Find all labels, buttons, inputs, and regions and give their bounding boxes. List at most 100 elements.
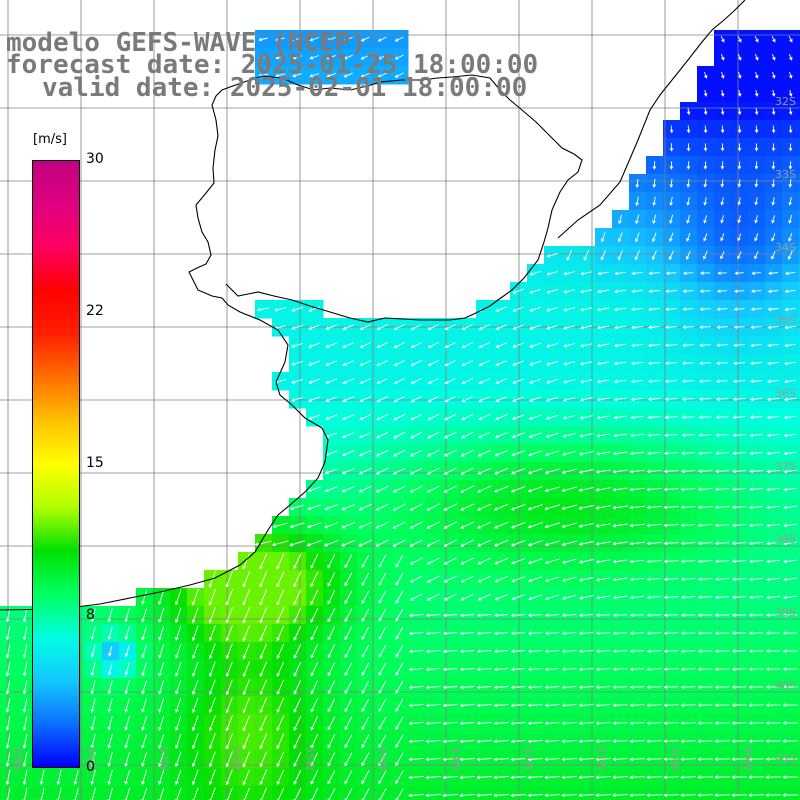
wind-arrow [731,793,747,797]
wind-arrow [597,325,610,330]
wind-arrow [527,775,543,780]
wind-arrow [680,559,696,564]
wind-arrow [493,649,509,654]
wind-arrow [665,307,677,312]
wind-arrow [731,595,747,600]
wind-arrow [358,467,372,475]
wind-arrow [225,697,233,714]
wind-arrow [546,342,559,348]
wind-arrow [731,505,747,510]
wind-arrow [697,595,713,600]
wind-arrow [308,360,321,366]
wind-speed-cell [697,786,715,800]
wind-arrow [493,667,509,672]
wind-arrow [90,608,96,623]
wind-arrow [493,757,509,762]
wind-arrow [765,757,781,761]
wind-arrow [578,577,594,582]
wind-arrow [510,793,526,798]
wind-arrow [476,613,492,618]
wind-arrow [703,161,708,170]
wind-arrow [493,775,509,780]
wind-arrow [495,396,508,403]
wind-arrow [191,625,199,642]
wind-arrow [307,486,321,493]
wind-arrow [90,644,96,658]
wind-arrow [511,558,526,565]
wind-arrow [291,306,304,312]
wind-arrow [310,733,319,749]
wind-arrow [578,451,594,456]
wind-arrow [663,577,679,582]
wind-arrow [527,468,543,475]
wind-arrow [566,249,573,261]
wind-arrow [699,325,711,330]
wind-arrow [358,521,372,529]
wind-arrow [613,361,627,366]
wind-arrow [376,396,388,403]
wind-arrow [527,522,543,529]
wind-arrow [561,739,577,744]
wind-arrow [5,644,11,659]
wind-arrow [737,161,742,170]
wind-arrow [375,521,389,529]
wind-arrow [476,757,492,762]
wind-arrow [459,775,475,780]
wind-arrow [22,715,28,731]
wind-arrow [750,307,762,312]
wind-arrow [714,667,730,671]
wind-arrow [459,757,475,762]
wind-arrow [361,716,370,731]
wind-arrow [561,649,577,654]
wind-arrow [124,645,130,658]
wind-arrow [392,449,406,457]
wind-arrow [476,721,492,726]
wind-arrow [225,733,233,750]
wind-arrow [293,697,302,713]
wind-arrow [191,733,199,750]
wind-arrow [767,361,780,366]
wind-arrow [629,739,645,744]
wind-arrow [512,396,525,402]
wind-arrow [460,539,475,547]
wind-arrow [663,559,679,564]
wind-arrow [141,769,148,785]
wind-arrow [460,431,474,439]
wind-arrow [580,271,592,276]
wind-arrow [308,342,321,348]
wind-arrow [787,250,793,260]
wind-arrow [476,775,492,780]
wind-arrow [748,739,764,743]
wind-arrow [395,698,404,712]
wind-arrow [578,469,594,474]
wind-arrow [494,449,508,457]
wind-arrow [242,661,250,678]
wind-arrow [563,325,576,330]
wind-arrow [327,589,336,605]
wind-arrow [716,343,728,348]
wind-arrow [680,487,696,492]
wind-arrow [276,697,285,714]
wind-speed-cell [323,786,341,800]
wind-arrow [561,667,577,672]
wind-arrow [732,379,746,384]
wind-arrow [630,397,644,402]
wind-arrow [699,289,711,294]
wind-arrow [597,271,609,276]
wind-arrow [630,325,644,330]
wind-arrow [545,450,560,457]
wind-arrow [544,757,560,762]
wind-arrow [544,558,560,565]
wind-arrow [276,715,285,732]
wind-arrow [612,505,628,510]
wind-arrow [175,751,182,768]
wind-arrow [327,716,336,731]
wind-arrow [310,698,319,713]
wind-arrow [703,197,708,206]
wind-arrow [783,505,797,510]
wind-arrow [749,469,763,474]
wind-arrow [765,577,781,582]
wind-arrow [597,361,610,366]
wind-arrow [276,607,285,624]
wind-arrow [748,757,764,761]
